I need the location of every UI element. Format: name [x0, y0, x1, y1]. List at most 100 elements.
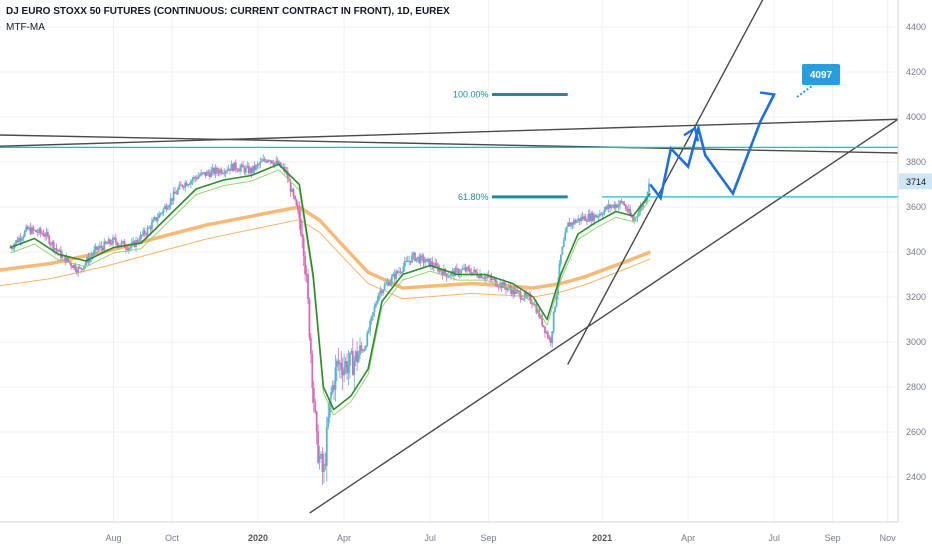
candle-body	[12, 248, 15, 250]
indicator-label: MTF-MA	[6, 22, 45, 33]
candle-body	[106, 243, 109, 245]
candle-body	[324, 464, 327, 466]
candle-body	[344, 361, 347, 368]
candle-body	[382, 289, 385, 294]
candle-body	[346, 361, 348, 374]
candle-body	[532, 304, 535, 306]
candle-body	[279, 162, 282, 168]
candle-body	[367, 331, 370, 333]
candle-body	[224, 170, 227, 174]
candle-body	[593, 214, 596, 221]
candle-body	[77, 267, 80, 273]
candle-body	[210, 170, 213, 177]
candle-body	[191, 179, 194, 181]
candle-body	[612, 204, 614, 207]
candle-body	[305, 274, 308, 276]
candle-body	[237, 170, 240, 172]
candle-body	[409, 260, 412, 263]
candle-body	[100, 245, 103, 248]
candle-body	[182, 186, 185, 188]
trendline	[0, 134, 899, 154]
candle-body	[546, 332, 549, 339]
candle-body	[266, 160, 269, 163]
candle-body	[581, 216, 584, 220]
candle-body	[35, 230, 38, 233]
candle-body	[204, 172, 207, 176]
candle-body	[363, 349, 366, 352]
candle-body	[614, 204, 617, 209]
target-price-tag: 4097	[796, 64, 840, 98]
candle-body	[544, 326, 546, 333]
candle-body	[564, 232, 567, 241]
candle-body	[320, 453, 322, 456]
candle-body	[229, 168, 231, 171]
candle-body	[359, 345, 361, 355]
x-tick-label: Sep	[825, 533, 841, 543]
x-tick-label: 2020	[248, 533, 268, 543]
candle-body	[109, 239, 111, 244]
candle-body	[457, 268, 460, 275]
candle-body	[609, 204, 611, 208]
candle-body	[276, 160, 279, 165]
candle-body	[494, 278, 497, 286]
candle-body	[325, 426, 328, 466]
candle-body	[507, 286, 510, 289]
candle-body	[140, 234, 143, 236]
candle-body	[373, 306, 376, 313]
candle-body	[385, 283, 387, 285]
moving-average-fast	[10, 163, 651, 416]
ma-slow-thin-line	[0, 219, 651, 300]
candle-body	[486, 276, 489, 278]
candle-body	[473, 269, 476, 273]
candle-body	[330, 392, 333, 399]
candle-body	[29, 227, 32, 234]
candle-body	[396, 271, 399, 273]
candle-body	[314, 402, 317, 412]
candle-body	[155, 217, 158, 221]
candle-body	[424, 261, 426, 263]
candle-body	[552, 311, 555, 332]
candle-body	[390, 276, 393, 283]
candle-body	[214, 167, 217, 175]
trendline	[0, 118, 899, 147]
candle-body	[10, 247, 13, 249]
candle-body	[572, 220, 575, 225]
candle-body	[388, 281, 390, 286]
candle-body	[466, 267, 468, 272]
candle-body	[383, 284, 386, 290]
candle-body	[577, 218, 580, 221]
candle-body	[461, 269, 464, 271]
candle-body	[55, 248, 58, 250]
y-tick-label: 4400	[906, 22, 926, 32]
candle-body	[263, 159, 266, 161]
candle-body	[460, 269, 463, 274]
candle-body	[96, 246, 98, 250]
candle-body	[16, 240, 19, 243]
candle-body	[587, 214, 590, 222]
candle-body	[538, 309, 541, 318]
candle-body	[301, 233, 304, 238]
candle-body	[399, 271, 402, 273]
candle-body	[292, 189, 295, 196]
candle-body	[259, 161, 262, 165]
candle-body	[539, 315, 542, 318]
candle-body	[178, 184, 181, 190]
candle-body	[58, 249, 61, 252]
candle-body	[431, 261, 434, 266]
last-price-badge	[899, 173, 932, 190]
candle-body	[451, 270, 454, 272]
candle-body	[159, 213, 162, 215]
candle-body	[356, 351, 359, 363]
candle-body	[216, 167, 218, 172]
candle-body	[113, 237, 116, 239]
candle-body	[395, 271, 398, 279]
candle-body	[604, 206, 607, 211]
candle-body	[516, 290, 519, 292]
candle-body	[19, 237, 22, 241]
candles	[9, 154, 650, 485]
candle-body	[304, 256, 307, 275]
candle-body	[234, 162, 237, 170]
candle-body	[492, 278, 494, 280]
candle-body	[291, 189, 294, 192]
candle-body	[619, 200, 622, 205]
